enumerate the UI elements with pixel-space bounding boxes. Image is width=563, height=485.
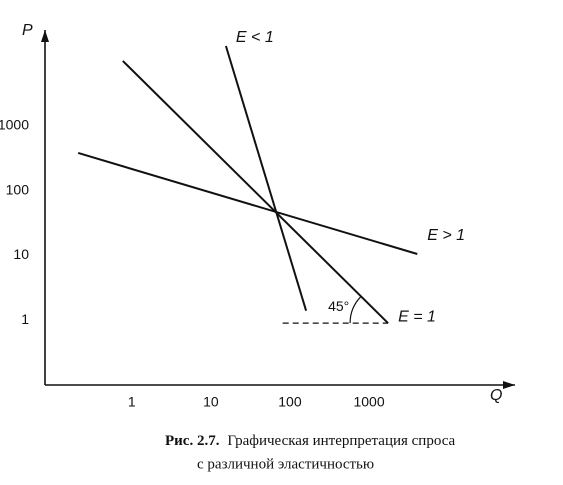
- x-axis-label: Q: [490, 387, 502, 404]
- line: [122, 60, 389, 324]
- angle-label: 45°: [328, 298, 349, 314]
- line: [77, 152, 418, 255]
- y-tick-label: 1000: [0, 116, 29, 132]
- caption-line: с различной эластичностью: [197, 456, 374, 472]
- line-label: E < 1: [236, 29, 274, 46]
- y-tick-label: 100: [6, 181, 30, 197]
- x-tick-label: 1000: [353, 394, 384, 410]
- x-tick-label: 1: [128, 394, 136, 410]
- x-tick-label: 10: [203, 394, 219, 410]
- caption-line: Графическая интерпретация спроса: [227, 433, 455, 449]
- line-label: E = 1: [398, 308, 436, 325]
- caption: Рис. 2.7. Графическая интерпретация спро…: [165, 433, 456, 450]
- x-axis-arrow: [503, 381, 515, 389]
- y-tick-label: 10: [13, 246, 29, 262]
- line-label: E > 1: [427, 227, 465, 244]
- caption-label: Рис. 2.7.: [165, 433, 220, 449]
- x-tick-label: 100: [278, 394, 302, 410]
- angle-arc: [349, 296, 362, 324]
- y-axis-arrow: [41, 30, 49, 42]
- y-axis-label: P: [22, 22, 33, 39]
- y-tick-label: 1: [21, 311, 29, 327]
- line: [224, 45, 308, 312]
